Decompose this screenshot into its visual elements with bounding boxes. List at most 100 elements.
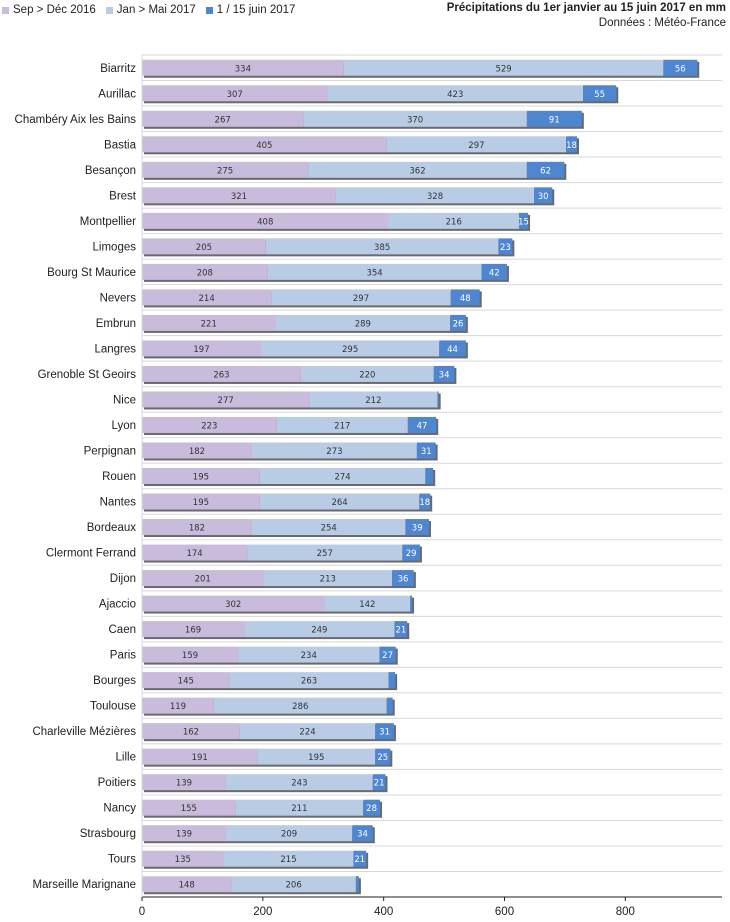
bar-segment — [142, 646, 239, 663]
bar-group[interactable]: Bordeaux 182 254 39 — [87, 519, 431, 538]
bar-group[interactable]: Paris 159 234 27 — [110, 646, 398, 665]
category-label: Dijon — [110, 573, 136, 585]
bar-group[interactable]: Nevers 214 297 48 — [100, 289, 482, 308]
bar-segment — [142, 570, 264, 587]
data-label: 21 — [374, 779, 385, 789]
data-label: 362 — [409, 166, 425, 176]
category-label: Bordeaux — [87, 522, 136, 534]
legend-item-series-3[interactable]: 1 / 15 juin 2017 — [205, 4, 295, 16]
data-label: 212 — [365, 396, 381, 406]
bar-group[interactable]: Bastia 405 297 18 — [104, 136, 579, 155]
category-label: Bastia — [104, 139, 137, 151]
data-label: 211 — [291, 804, 307, 814]
bar-group[interactable]: Poitiers 139 243 21 — [98, 774, 388, 793]
bar-group[interactable]: Marseille Marignane 148 206 — [32, 876, 361, 895]
bar-group[interactable]: Montpellier 408 216 15 — [80, 212, 531, 231]
data-label: 162 — [183, 728, 199, 738]
bar-group[interactable]: Chambéry Aix les Bains 267 370 91 — [15, 110, 584, 129]
bar-group[interactable]: Charleville Mézières 162 224 31 — [32, 723, 396, 742]
bar-group[interactable]: Aurillac 307 423 55 — [98, 85, 619, 104]
x-tick-label: 200 — [253, 906, 272, 918]
bar-segment — [372, 774, 386, 791]
bar-segment — [410, 595, 413, 612]
legend-item-series-1[interactable]: Sep > Déc 2016 — [2, 4, 96, 16]
data-label: 91 — [549, 115, 560, 125]
bar-segment — [142, 595, 325, 612]
data-label: 159 — [182, 651, 198, 661]
bar-group[interactable]: Embrun 221 289 26 — [96, 314, 468, 333]
data-label: 264 — [331, 498, 347, 508]
bar-group[interactable]: Bourg St Maurice 208 354 42 — [47, 263, 509, 282]
data-label: 254 — [321, 524, 337, 534]
bar-segment — [386, 697, 393, 714]
bar-group[interactable]: Dijon 201 213 36 — [110, 570, 416, 589]
category-label: Caen — [109, 624, 137, 636]
data-label: 18 — [419, 498, 430, 508]
data-label: 31 — [379, 728, 390, 738]
data-label: 206 — [286, 881, 302, 891]
bar-group[interactable]: Biarritz 334 529 56 — [100, 59, 700, 78]
bar-group[interactable]: Brest 321 328 30 — [109, 187, 555, 206]
data-label: 48 — [460, 294, 471, 304]
category-label: Nancy — [103, 803, 136, 815]
bar-group[interactable]: Clermont Ferrand 174 257 29 — [46, 544, 422, 563]
bar-group[interactable]: Tours 135 215 21 — [108, 850, 369, 869]
bar-segment — [231, 876, 356, 893]
data-label: 195 — [193, 498, 209, 508]
bar-group[interactable]: Langres 197 295 44 — [94, 340, 468, 359]
bar-segment — [416, 442, 436, 459]
bar-segment — [142, 136, 387, 153]
bar-group[interactable]: Rouen 195 274 — [102, 468, 436, 486]
bar-group[interactable]: Limoges 205 385 23 — [93, 238, 515, 257]
bar-segment — [566, 136, 577, 153]
x-tick-label: 400 — [374, 906, 393, 918]
data-label: 36 — [398, 575, 409, 585]
data-label: 275 — [217, 166, 233, 176]
bar-group[interactable]: Besançon 275 362 62 — [85, 161, 567, 180]
data-label: 423 — [447, 90, 463, 100]
legend-item-series-2[interactable]: Jan > Mai 2017 — [105, 4, 196, 16]
data-label: 135 — [175, 855, 191, 865]
bar-segment — [526, 110, 582, 127]
bar-group[interactable]: Lyon 223 217 47 — [111, 416, 439, 435]
bar-segment — [142, 314, 276, 331]
bar-segment — [251, 442, 417, 459]
bar-group[interactable]: Caen 169 249 21 — [109, 621, 410, 640]
category-label: Charleville Mézières — [32, 726, 136, 738]
data-label: 216 — [446, 217, 462, 227]
bar-segment — [663, 59, 698, 76]
bar-segment — [257, 748, 376, 765]
bar-group[interactable]: Perpignan 182 273 31 — [84, 442, 438, 461]
bar-group[interactable]: Nantes 195 264 18 — [100, 493, 433, 512]
data-label: 31 — [421, 447, 432, 457]
data-label: 182 — [189, 524, 205, 534]
bar-group[interactable]: Bourges 145 263 — [93, 672, 398, 691]
bar-segment — [142, 468, 260, 484]
bar-segment — [142, 238, 266, 255]
bar-segment — [142, 85, 328, 102]
bar-segment — [481, 263, 507, 280]
bar-group[interactable]: Strasbourg 139 209 34 — [80, 825, 375, 844]
bar-group[interactable]: Toulouse 119 286 — [90, 697, 395, 716]
category-label: Bourg St Maurice — [47, 267, 136, 279]
bar-segment — [142, 825, 226, 842]
category-label: Strasbourg — [80, 828, 136, 840]
data-label: 321 — [231, 192, 247, 202]
bar-group[interactable]: Nice 277 212 — [113, 391, 441, 410]
bar-segment — [142, 723, 240, 740]
bar-segment — [238, 646, 380, 663]
bar-segment — [142, 110, 304, 127]
bar-group[interactable]: Grenoble St Geoirs 263 220 34 — [38, 365, 457, 384]
data-label: 408 — [257, 217, 273, 227]
bar-group[interactable]: Lille 191 195 25 — [116, 748, 393, 767]
data-label: 142 — [359, 600, 375, 610]
bar-segment — [327, 85, 584, 102]
data-label: 155 — [181, 804, 197, 814]
bar-segment — [213, 697, 387, 714]
bar-segment — [379, 646, 396, 663]
bar-group[interactable]: Ajaccio 302 142 — [99, 595, 415, 614]
data-label: 30 — [538, 192, 549, 202]
data-label: 18 — [566, 141, 577, 151]
bar-group[interactable]: Nancy 155 211 28 — [103, 799, 383, 818]
bar-segment — [498, 238, 513, 255]
